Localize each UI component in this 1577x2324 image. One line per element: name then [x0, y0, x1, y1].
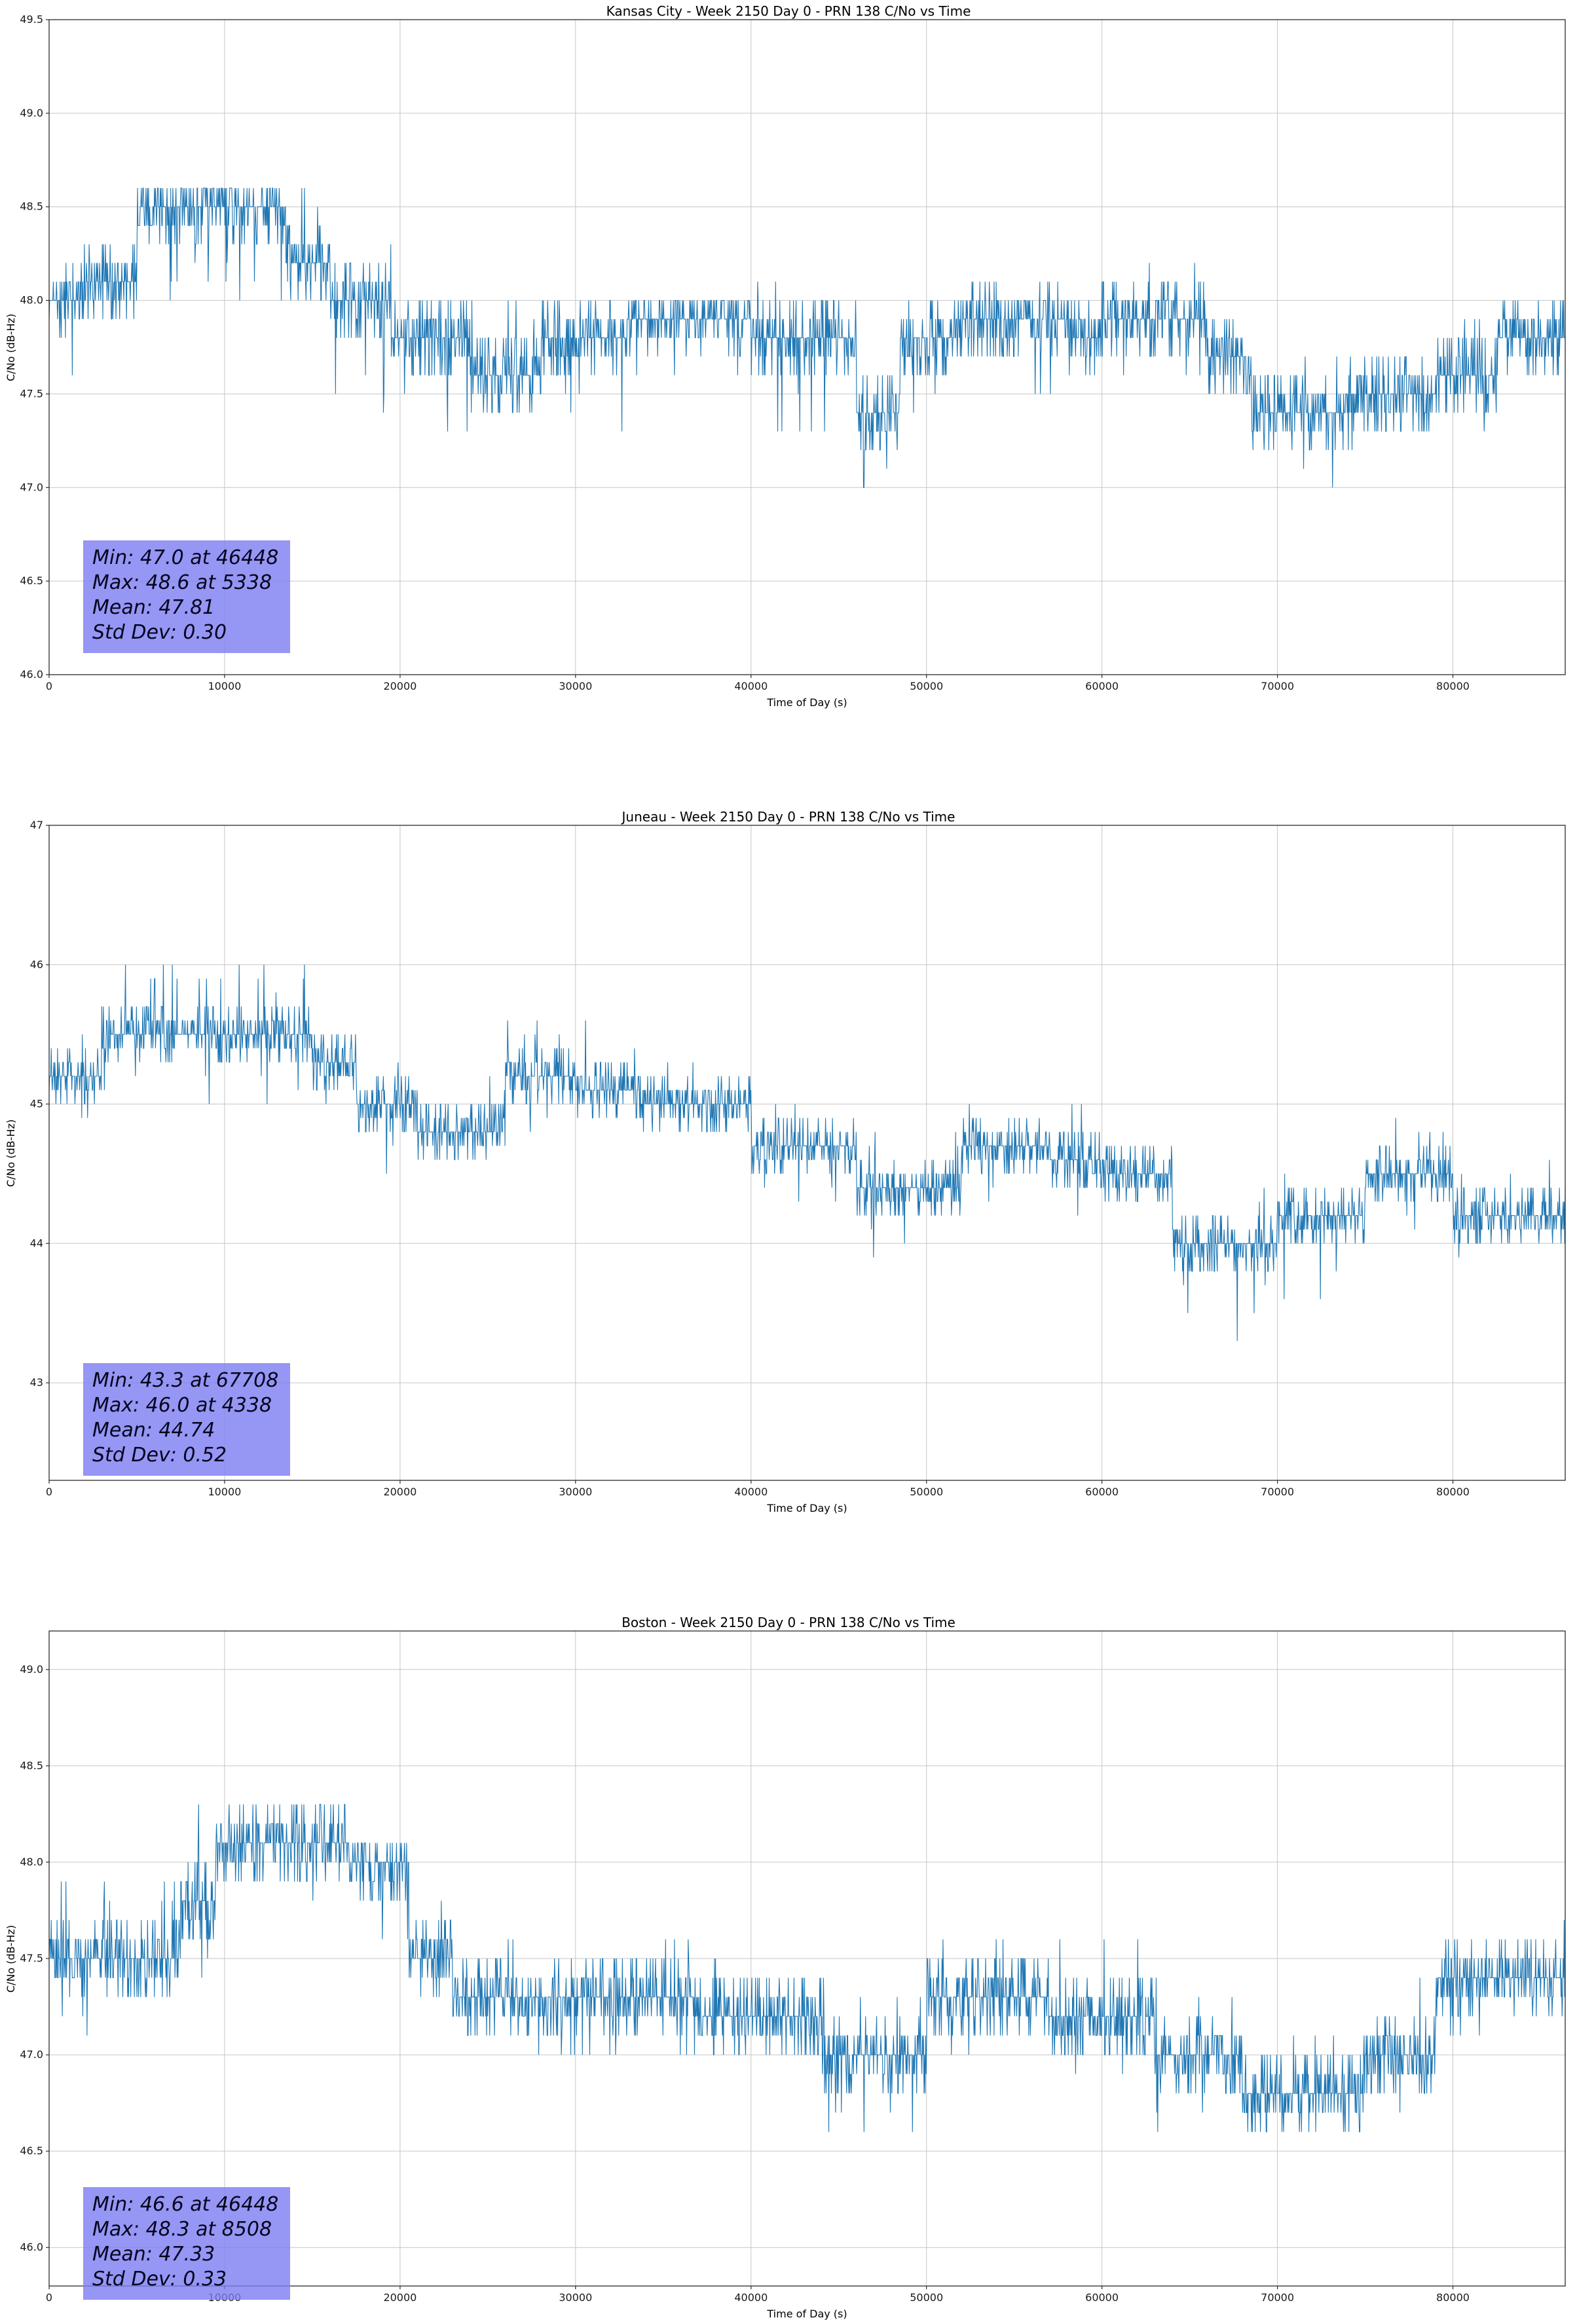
y-tick-label: 46.5 — [20, 2145, 43, 2157]
figure-juneau: Juneau - Week 2150 Day 0 - PRN 138 C/No … — [0, 806, 1577, 1516]
x-tick-label: 60000 — [1085, 1486, 1119, 1498]
y-tick-label: 48.5 — [20, 200, 43, 213]
x-tick-label: 40000 — [734, 1486, 768, 1498]
y-tick-label: 46.0 — [20, 668, 43, 681]
x-tick-label: 10000 — [208, 680, 241, 692]
stat-max: Max: 48.3 at 8508 — [92, 2218, 272, 2241]
x-axis-label: Time of Day (s) — [767, 696, 847, 709]
x-tick-label: 40000 — [734, 680, 768, 692]
y-tick-label: 46.5 — [20, 574, 43, 587]
y-tick-label: 46.0 — [20, 2241, 43, 2253]
x-tick-label: 60000 — [1085, 680, 1119, 692]
y-axis-label: C/No (dB-Hz) — [5, 1924, 18, 1993]
stats-box: Min: 43.3 at 67708 Max: 46.0 at 4338 Mea… — [83, 1363, 291, 1476]
plot-canvas: 0 10000 20000 30000 40000 50000 60000 70000 8000… — [30, 819, 1566, 1498]
x-tick-label: 50000 — [910, 1486, 943, 1498]
plot-spines — [48, 19, 1566, 675]
y-axis-label: C/No (dB-Hz) — [5, 313, 18, 381]
stats-box: Min: 47.0 at 46448 Max: 48.6 at 5338 Mea… — [83, 540, 291, 653]
x-tick-label: 20000 — [383, 680, 417, 692]
x-tick-label: 50000 — [910, 680, 943, 692]
plot-canvas: 0 10000 20000 30000 40000 50000 60000 70000 8000… — [20, 13, 1566, 692]
stat-min: Min: 47.0 at 46448 — [92, 546, 279, 569]
x-tick-label: 0 — [46, 680, 52, 692]
chart-title: Kansas City - Week 2150 Day 0 - PRN 138 … — [606, 3, 971, 19]
x-tick-label: 80000 — [1436, 1486, 1470, 1498]
y-axis-label-wrap: C/No (dB-Hz) — [0, 825, 22, 1480]
chart-title: Boston - Week 2150 Day 0 - PRN 138 C/No … — [622, 1615, 955, 1630]
plot-area: 0 10000 20000 30000 40000 50000 60000 70000 8000… — [0, 0, 1577, 711]
y-tick-label: 47 — [30, 819, 43, 831]
stats-box: Min: 46.6 at 46448 Max: 48.3 at 8508 Mea… — [83, 2187, 291, 2300]
plot-area: 0100002000030000400005000060000700008000… — [0, 1611, 1577, 2322]
stat-mean: Mean: 47.81 — [92, 596, 215, 619]
y-tick-label: 47.5 — [20, 387, 43, 400]
x-tick-label: 10000 — [208, 1486, 241, 1498]
stat-mean: Mean: 47.33 — [92, 2243, 215, 2266]
x-tick-label: 0 — [46, 1486, 52, 1498]
y-axis-label-wrap: C/No (dB-Hz) — [0, 1631, 22, 2286]
stat-min: Min: 46.6 at 46448 — [92, 2193, 279, 2216]
data-series-line — [48, 964, 1566, 1341]
figure-boston: Boston - Week 2150 Day 0 - PRN 138 C/No … — [0, 1611, 1577, 2322]
x-tick-label: 30000 — [559, 2291, 592, 2304]
x-tick-label: 30000 — [559, 1486, 592, 1498]
x-axis-label: Time of Day (s) — [767, 1502, 847, 1514]
x-tick-label: 30000 — [559, 680, 592, 692]
y-axis-label-wrap: C/No (dB-Hz) — [0, 20, 22, 675]
y-tick-label: 49.0 — [20, 107, 43, 119]
data-series-line — [48, 187, 1565, 488]
stat-std-dev: Std Dev: 0.52 — [92, 1444, 227, 1467]
x-tick-label: 50000 — [910, 2291, 943, 2304]
x-tick-label: 20000 — [383, 1486, 417, 1498]
y-tick-label: 47.0 — [20, 481, 43, 493]
stat-std-dev: Std Dev: 0.30 — [92, 621, 227, 644]
plot-area: 0 10000 20000 30000 40000 50000 60000 70000 8000… — [0, 806, 1577, 1516]
x-axis-label: Time of Day (s) — [767, 2308, 847, 2320]
stat-min: Min: 43.3 at 67708 — [92, 1369, 279, 1392]
x-tick-label: 60000 — [1085, 2291, 1119, 2304]
y-tick-label: 45 — [30, 1098, 43, 1110]
plot-canvas: 0100002000030000400005000060000700008000… — [20, 1630, 1566, 2304]
plot-spines — [48, 825, 1566, 1481]
x-tick-label: 70000 — [1261, 680, 1294, 692]
x-tick-label: 0 — [46, 2291, 52, 2304]
stat-mean: Mean: 44.74 — [92, 1419, 215, 1442]
figure-kansas-city: Kansas City - Week 2150 Day 0 - PRN 138 … — [0, 0, 1577, 711]
y-tick-label: 49.5 — [20, 13, 43, 26]
x-tick-label: 70000 — [1261, 1486, 1294, 1498]
x-tick-label: 70000 — [1261, 2291, 1294, 2304]
stat-max: Max: 48.6 at 5338 — [92, 571, 272, 594]
stat-max: Max: 46.0 at 4338 — [92, 1394, 272, 1417]
y-tick-label: 48.0 — [20, 1856, 43, 1868]
y-tick-label: 49.0 — [20, 1663, 43, 1676]
y-tick-label: 44 — [30, 1237, 43, 1249]
y-tick-label: 43 — [30, 1376, 43, 1389]
x-tick-label: 80000 — [1436, 680, 1470, 692]
y-tick-label: 48.5 — [20, 1759, 43, 1772]
stat-std-dev: Std Dev: 0.33 — [92, 2268, 227, 2291]
y-tick-label: 48.0 — [20, 294, 43, 307]
x-tick-label: 40000 — [734, 2291, 768, 2304]
chart-title: Juneau - Week 2150 Day 0 - PRN 138 C/No … — [622, 809, 955, 825]
x-tick-label: 80000 — [1436, 2291, 1470, 2304]
data-series-line — [48, 1804, 1566, 2133]
y-tick-label: 47.5 — [20, 1952, 43, 1964]
y-tick-label: 46 — [30, 958, 43, 971]
y-tick-label: 47.0 — [20, 2048, 43, 2061]
y-axis-label: C/No (dB-Hz) — [5, 1119, 18, 1187]
x-tick-label: 20000 — [383, 2291, 417, 2304]
